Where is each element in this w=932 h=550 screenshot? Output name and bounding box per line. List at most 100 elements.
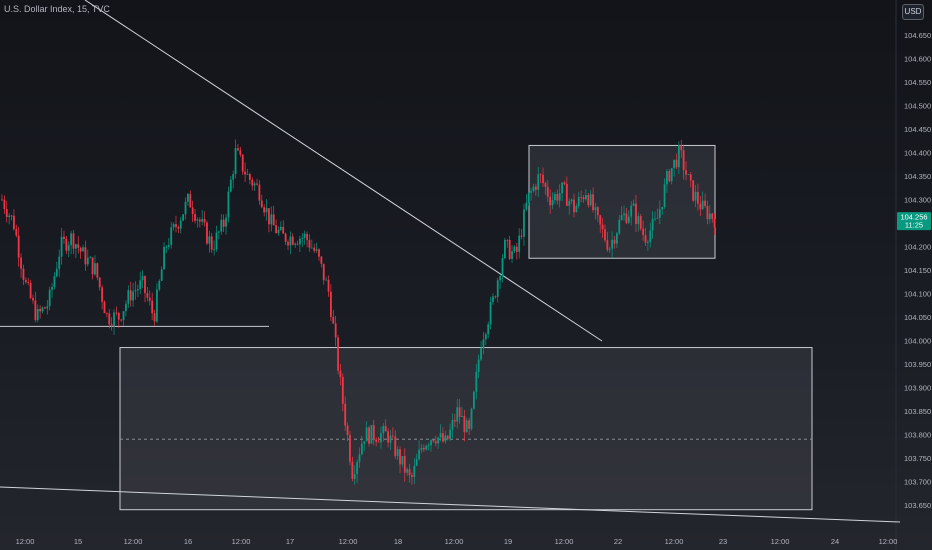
candle-body (377, 441, 380, 443)
candle-body (432, 440, 435, 442)
candle-body (48, 289, 51, 307)
candle-body (453, 420, 456, 422)
candle-body (41, 307, 44, 312)
candle-body (515, 246, 518, 252)
candle-body (84, 247, 87, 265)
y-tick-label: 104.550 (904, 78, 931, 87)
candle-body (701, 200, 704, 210)
x-tick-label: 12:00 (339, 537, 358, 546)
candle-body (370, 425, 373, 444)
candle-body (551, 200, 554, 206)
x-tick-label: 23 (719, 537, 727, 546)
candle-body (408, 469, 411, 475)
candle-body (210, 236, 213, 250)
candle-body (220, 219, 223, 232)
candle-body (461, 415, 463, 417)
candle-body (503, 239, 506, 259)
candle-body (344, 403, 347, 426)
candle-body (306, 233, 308, 240)
candle-body (72, 233, 75, 249)
candle-body (201, 218, 204, 222)
y-tick-label: 103.700 (904, 478, 931, 487)
candle-body (282, 226, 285, 234)
x-tick-label: 12:00 (445, 537, 464, 546)
candle-body (401, 455, 404, 465)
candle-body (3, 199, 6, 210)
candle-body (349, 435, 351, 462)
candle-body (239, 150, 242, 155)
x-tick-label: 12:00 (232, 537, 251, 546)
candle-body (196, 219, 199, 221)
candle-body (489, 302, 492, 325)
countdown-label: 11:25 (905, 221, 923, 230)
candle-body (630, 205, 633, 217)
candle-body (74, 244, 77, 249)
candle-body (558, 193, 561, 201)
candle-body (105, 313, 108, 314)
candle-body (144, 276, 146, 294)
candle-body (217, 231, 220, 233)
candle-body (492, 296, 494, 303)
candle-body (82, 247, 84, 252)
x-tick-label: 24 (831, 537, 839, 546)
candle-body (539, 174, 542, 176)
candle-body (616, 233, 618, 244)
candle-body (463, 415, 466, 433)
candle-body (320, 256, 323, 264)
candle-body (565, 183, 568, 206)
candle-body (294, 243, 297, 245)
candle-body (170, 227, 173, 245)
candle-body (396, 449, 399, 457)
candle-body (368, 427, 370, 444)
candle-body (360, 443, 363, 455)
x-tick-label: 19 (504, 537, 512, 546)
candle-body (496, 280, 499, 297)
currency-button[interactable]: USD (902, 4, 924, 20)
candle-body (668, 171, 671, 182)
candle-body (103, 301, 106, 314)
candle-body (501, 258, 504, 277)
candle-body (313, 247, 316, 251)
candle-body (637, 216, 640, 224)
candle-body (666, 171, 668, 185)
x-tick-label: 12:00 (665, 537, 684, 546)
candle-body (413, 465, 416, 477)
candle-body (191, 207, 194, 215)
candle-body (29, 283, 32, 298)
candle-body (434, 441, 437, 444)
candle-body (685, 170, 687, 175)
candle-body (601, 224, 604, 230)
candle-body (206, 222, 208, 244)
candle-body (708, 213, 711, 220)
y-tick-label: 104.650 (904, 31, 931, 40)
candle-body (167, 244, 170, 247)
candle-body (70, 233, 73, 246)
candle-body (561, 182, 563, 194)
candle-body (520, 235, 523, 237)
candle-body (532, 186, 535, 192)
candle-body (110, 324, 113, 327)
candle-body (46, 306, 49, 309)
candle-body (153, 313, 156, 322)
candle-body (644, 235, 647, 243)
x-tick-label: 22 (614, 537, 622, 546)
candle-body (606, 240, 609, 250)
candle-body (24, 279, 27, 283)
candle-body (67, 245, 70, 251)
candle-body (353, 474, 356, 479)
candle-body (77, 244, 80, 248)
candle-body (310, 247, 313, 249)
candle-body (473, 391, 475, 409)
candle-body (127, 290, 130, 304)
candle-body (518, 235, 521, 252)
y-tick-label: 104.600 (904, 55, 931, 64)
candle-body (322, 263, 325, 281)
x-tick-label: 12:00 (124, 537, 143, 546)
candle-body (411, 474, 413, 477)
candle-body (372, 425, 375, 440)
candle-body (63, 236, 65, 239)
candle-body (136, 289, 139, 291)
candle-body (382, 426, 385, 434)
